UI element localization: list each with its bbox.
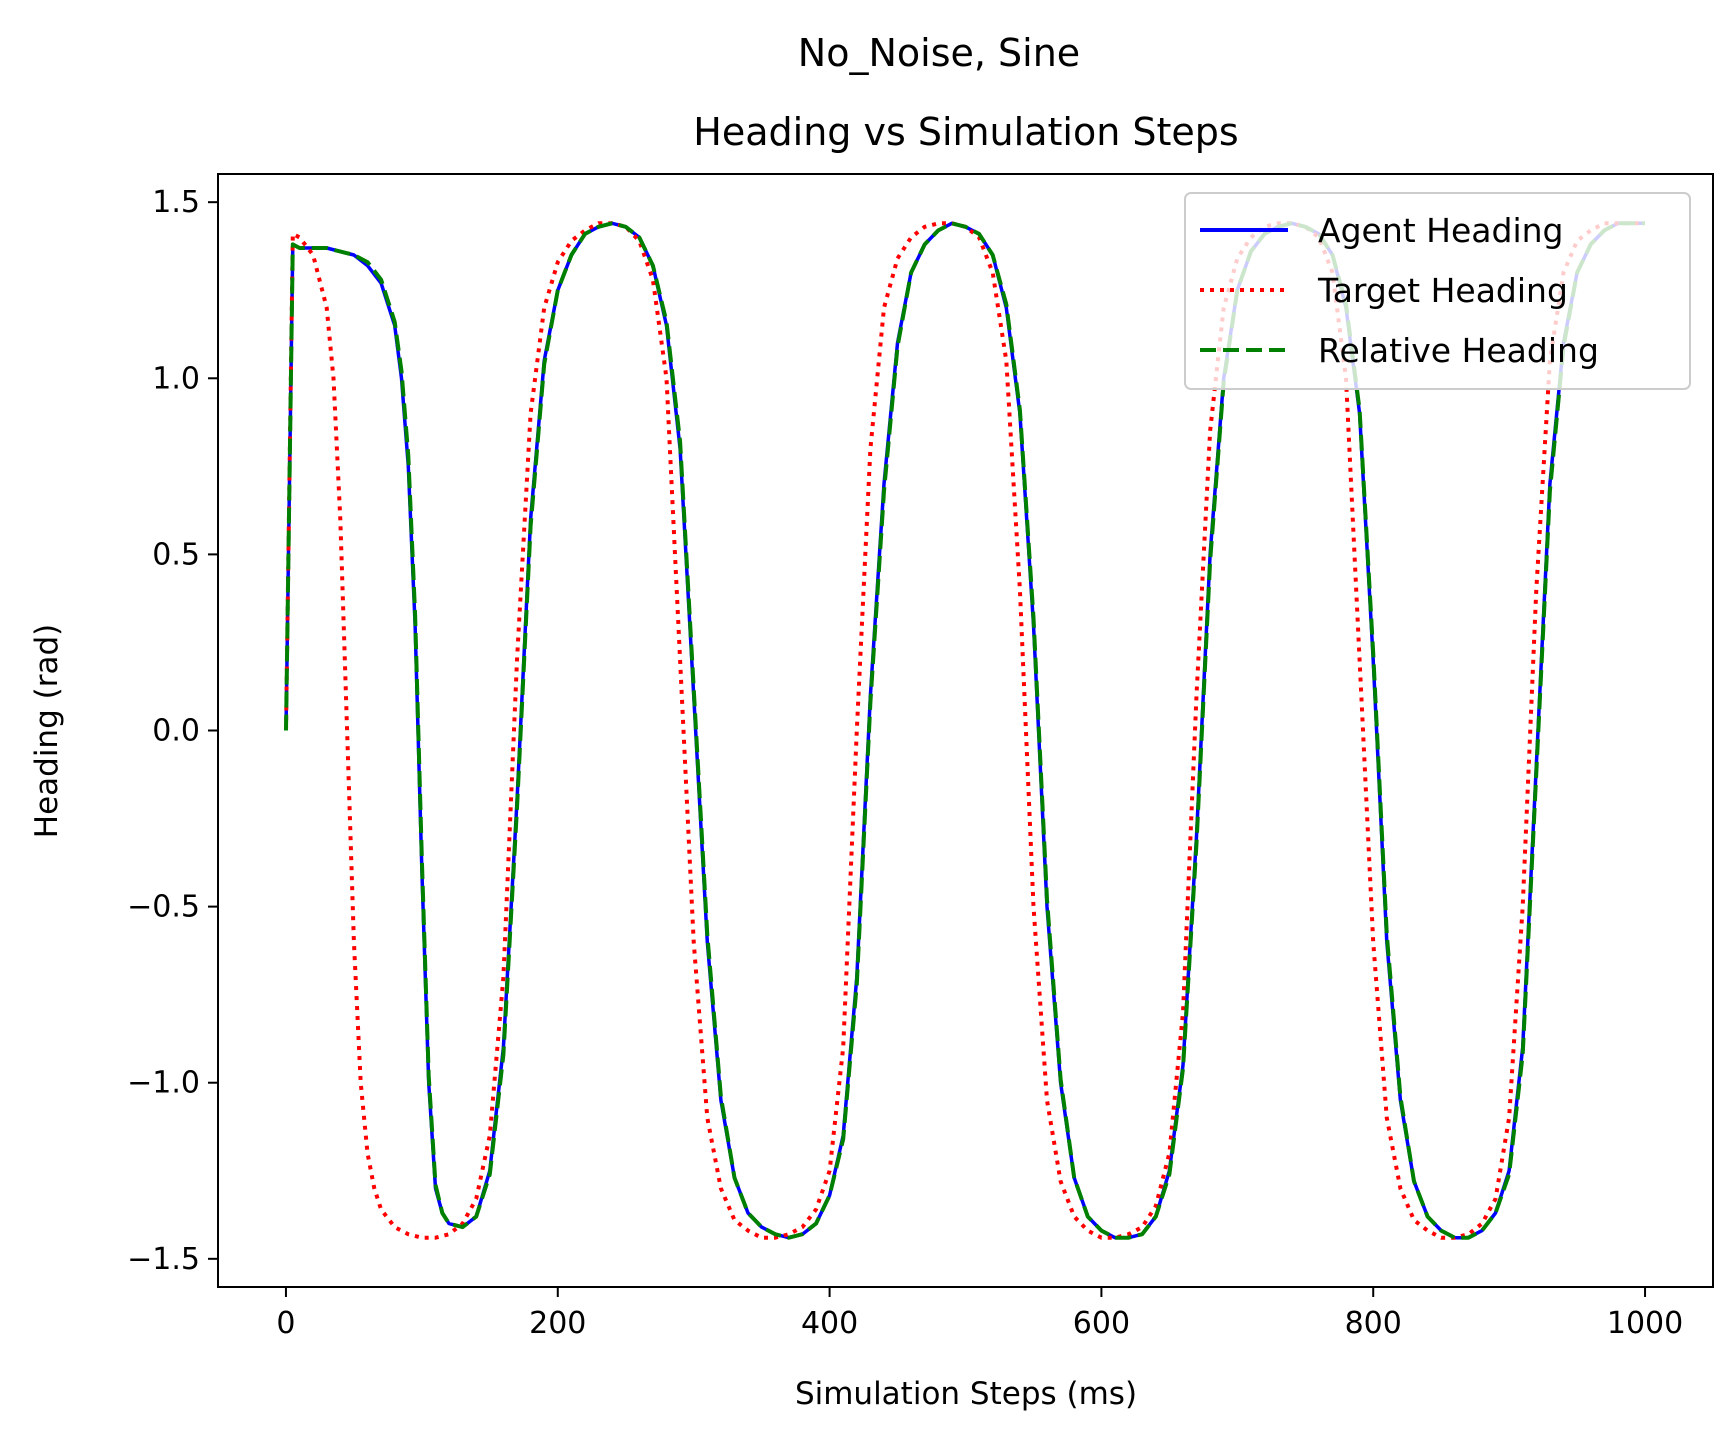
y-tick-label: 0.0 (152, 714, 200, 749)
y-tick-label: −1.0 (127, 1066, 200, 1101)
y-axis: 1.5 1.0 0.5 0.0 −0.5 −1.0 −1.5 (127, 185, 218, 1277)
legend-label: Target Heading (1317, 271, 1568, 310)
legend-label: Agent Heading (1318, 211, 1564, 250)
y-tick-label: 0.5 (152, 537, 200, 572)
legend: Agent Heading Target Heading Relative Head… (1184, 192, 1691, 390)
series-line-target-heading (284, 221, 1645, 1240)
x-tick-label: 1000 (1607, 1306, 1683, 1341)
x-tick-label: 400 (801, 1306, 858, 1341)
x-tick-label: 800 (1345, 1306, 1402, 1341)
series-line-relative-heading (284, 221, 1645, 1240)
x-axis-label: Simulation Steps (ms) (795, 1376, 1137, 1412)
y-tick-label: −0.5 (127, 890, 200, 925)
y-tick-label: −1.5 (127, 1242, 200, 1277)
x-axis: 0 200 400 600 800 1000 (276, 1287, 1683, 1341)
x-tick-label: 200 (529, 1306, 586, 1341)
x-tick-label: 0 (276, 1306, 295, 1341)
y-axis-label: Heading (rad) (29, 624, 65, 838)
chart-title: Heading vs Simulation Steps (693, 110, 1238, 154)
legend-items: Agent Heading Target Heading Relative Head… (1200, 211, 1599, 370)
y-tick-label: 1.0 (152, 361, 200, 396)
chart-suptitle: No_Noise, Sine (798, 31, 1080, 75)
legend-box (1184, 192, 1691, 390)
series-layer (284, 221, 1645, 1240)
legend-label: Relative Heading (1318, 331, 1599, 370)
x-tick-label: 600 (1073, 1306, 1130, 1341)
y-tick-label: 1.5 (152, 185, 200, 220)
